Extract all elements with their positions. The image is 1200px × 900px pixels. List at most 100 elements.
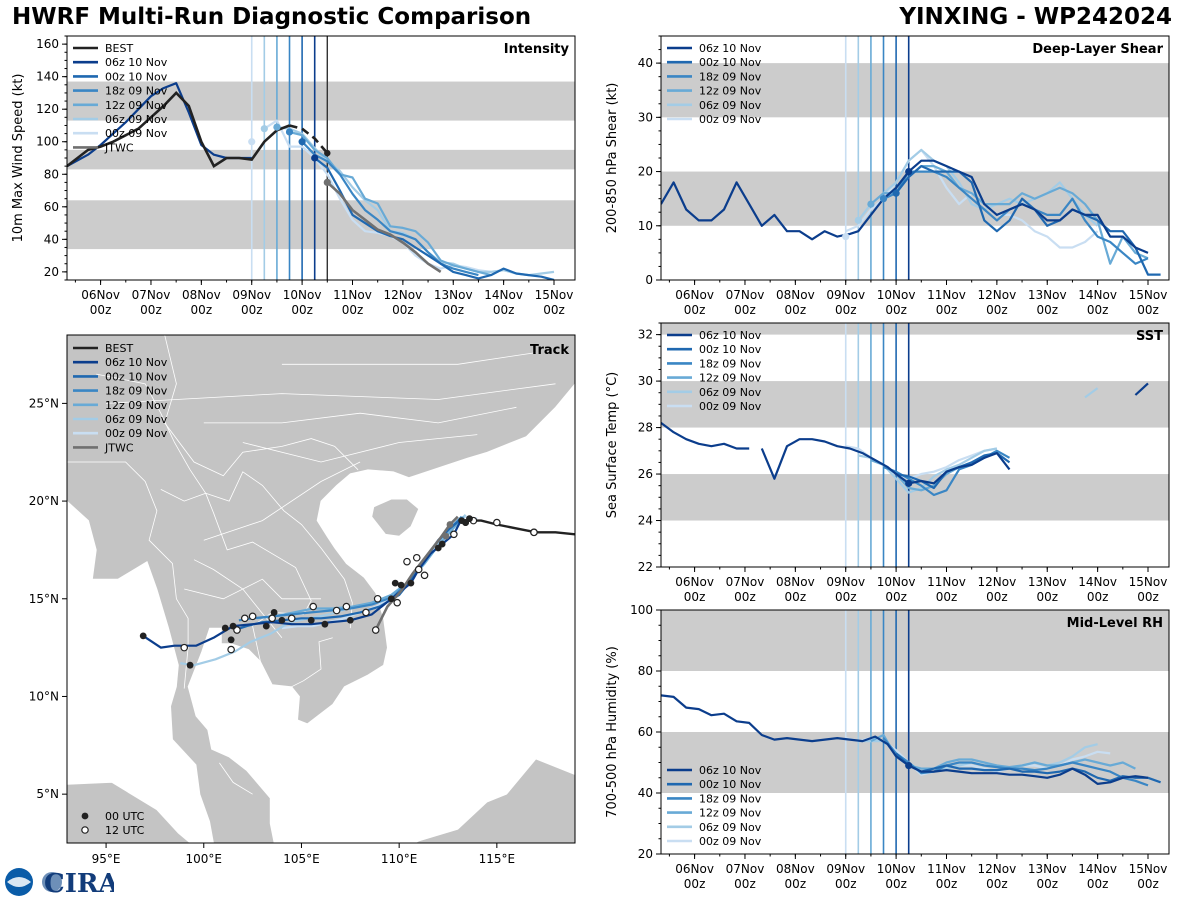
track-marker-12utc (412, 553, 421, 562)
legend-label: 18z 09 Nov (699, 792, 762, 805)
legend-label: 06z 10 Nov (699, 42, 762, 55)
track-marker-12utc (248, 612, 257, 621)
panel-title: Deep-Layer Shear (1032, 42, 1163, 57)
y-tick-label: 20 (638, 165, 653, 179)
x-tick-label-date: 11Nov (333, 288, 372, 302)
legend-label: 18z 09 Nov (699, 357, 762, 370)
x-tick-label-hour: 00z (241, 303, 263, 317)
legend-label: 18z 09 Nov (105, 85, 168, 98)
y-tick-label: 0 (645, 273, 653, 287)
x-tick-label-date: 10Nov (283, 288, 322, 302)
x-tick-label-date: 15Nov (1129, 575, 1168, 589)
x-tick-label-date: 09Nov (826, 288, 865, 302)
x-tick-label-date: 10Nov (877, 862, 916, 876)
track-marker-12utc (450, 530, 458, 539)
y-tick-label: 60 (638, 725, 653, 739)
x-tick-label-date: 07Nov (726, 575, 765, 589)
x-tick-label-hour: 00z (986, 590, 1008, 604)
shaded-band (67, 149, 575, 170)
y-axis-label: 200-850 hPa Shear (kt) (605, 83, 620, 234)
legend-label: 00z 10 Nov (699, 778, 762, 791)
track-marker-00utc (307, 616, 315, 624)
legend-label: 12z 09 Nov (699, 85, 762, 98)
y-tick-label: 120 (36, 102, 59, 116)
x-tick-label-hour: 00z (684, 877, 706, 891)
legend-label: 06z 09 Nov (699, 386, 762, 399)
series-line (289, 130, 492, 277)
x-tick-label-hour: 00z (734, 590, 756, 604)
y-tick-label: 80 (44, 167, 59, 181)
x-tick-label-hour: 00z (1087, 590, 1109, 604)
y-tick-label: 22 (638, 560, 653, 574)
x-tick-label-hour: 00z (1137, 877, 1159, 891)
intensity-panel: 2040608010012014016006Nov00z07Nov00z08No… (11, 35, 576, 317)
y-tick-label: 160 (36, 37, 59, 51)
shaded-band (661, 381, 1169, 428)
run-marker (905, 479, 913, 487)
legend-label: 06z 10 Nov (105, 56, 168, 69)
land-polygon (67, 621, 68, 669)
globe-icon (42, 872, 62, 892)
x-tick-label-hour: 00z (291, 303, 313, 317)
x-tick-label-hour: 00z (442, 303, 464, 317)
x-tick-label-hour: 00z (936, 877, 958, 891)
track-marker-00utc (387, 595, 395, 603)
x-tick-label-hour: 00z (734, 303, 756, 317)
x-tick-label-hour: 00z (543, 303, 565, 317)
lat-tick-label: 10°N (29, 689, 59, 703)
y-tick-label: 40 (44, 232, 59, 246)
track-marker-00utc (397, 581, 405, 589)
shear-panel: 01020304006Nov00z07Nov00z08Nov00z09Nov00… (605, 35, 1170, 317)
y-tick-label: 24 (638, 514, 653, 528)
plot-area (67, 36, 575, 280)
x-tick-label-hour: 00z (684, 303, 706, 317)
x-tick-label-hour: 00z (1137, 303, 1159, 317)
track-marker-00utc (321, 620, 329, 628)
x-tick-label-date: 14Nov (484, 288, 523, 302)
best-track-dashed-line (289, 124, 329, 154)
track-marker-00utc (227, 636, 235, 644)
x-tick-label-date: 12Nov (978, 575, 1017, 589)
x-tick-label-date: 14Nov (1078, 575, 1117, 589)
jtwc-track-marker (442, 532, 450, 540)
track-marker-12utc (393, 598, 402, 607)
y-tick-label: 40 (638, 56, 653, 70)
series-line (314, 157, 555, 280)
boundary-line (242, 434, 478, 463)
lon-tick-label: 115°E (479, 852, 516, 866)
track-marker-00utc (186, 661, 194, 669)
legend-label: 12 UTC (105, 824, 145, 837)
x-tick-label-hour: 00z (140, 303, 162, 317)
track-marker-00utc (139, 632, 147, 640)
track-marker-00utc (221, 624, 229, 632)
boundary-line (281, 352, 536, 365)
track-marker-12utc (362, 608, 370, 617)
x-tick-label-date: 09Nov (232, 288, 271, 302)
x-tick-label-date: 13Nov (1028, 862, 1067, 876)
legend-label: 06z 09 Nov (699, 99, 762, 112)
run-marker (248, 138, 256, 146)
run-marker (273, 123, 281, 131)
x-tick-label-date: 08Nov (776, 288, 815, 302)
x-tick-label-date: 12Nov (978, 862, 1017, 876)
track-marker-12utc (342, 602, 351, 611)
jtwc-marker (323, 178, 331, 186)
series-line (661, 159, 1149, 254)
legend-label: 00z 10 Nov (105, 370, 168, 383)
boundary-line (106, 383, 556, 404)
y-tick-label: 26 (638, 467, 653, 481)
track-marker-12utc (268, 614, 276, 623)
run-marker (311, 154, 319, 162)
legend-label: JTWC (104, 441, 134, 454)
y-tick-label: 20 (638, 847, 653, 861)
track-marker-12utc (287, 614, 296, 623)
legend-label: 00z 09 Nov (105, 127, 168, 140)
panel-title: Mid-Level RH (1067, 616, 1163, 631)
x-tick-label-date: 15Nov (535, 288, 574, 302)
shaded-band (661, 610, 1169, 671)
legend-label: 12z 09 Nov (105, 399, 168, 412)
